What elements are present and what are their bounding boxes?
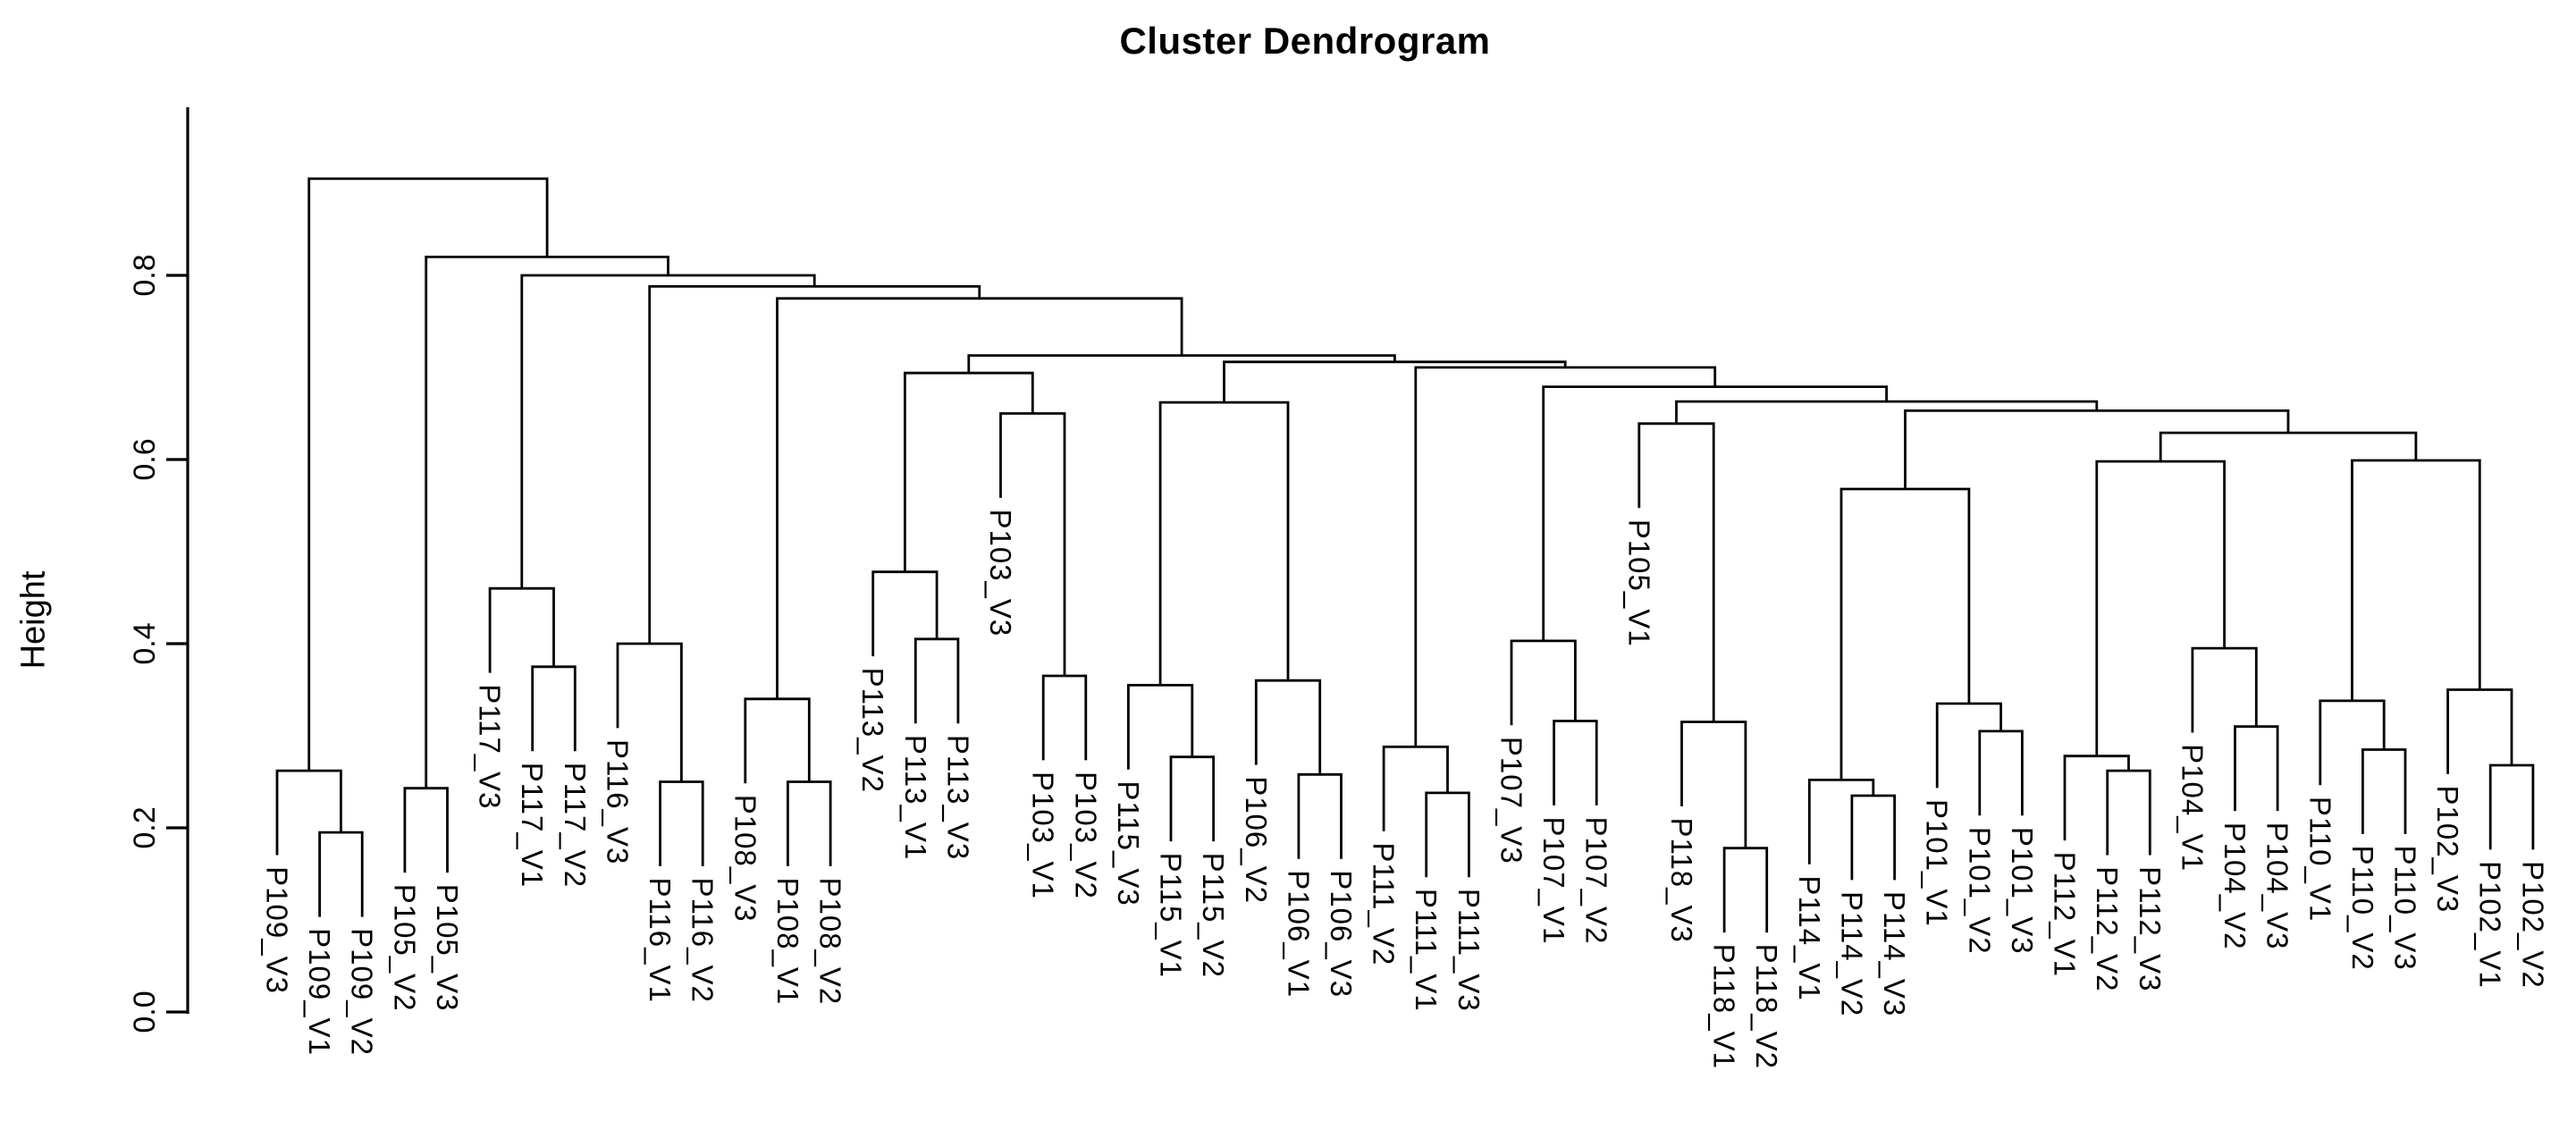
leaf-label: P106_V1: [1282, 870, 1315, 998]
leaf-label: P102_V1: [2474, 861, 2507, 989]
leaf-label: P105_V2: [388, 884, 421, 1012]
y-tick-label: 0.6: [128, 438, 162, 480]
leaf-label: P113_V3: [941, 735, 974, 860]
leaf-label: P118_V2: [1750, 944, 1783, 1069]
y-tick-label: 0.0: [128, 991, 162, 1033]
leaf-label: P111_V2: [1368, 842, 1401, 966]
leaf-label: P118_V3: [1665, 818, 1698, 943]
leaf-label: P117_V2: [559, 763, 592, 888]
leaf-label: P106_V3: [1325, 870, 1358, 998]
leaf-label: P116_V1: [644, 878, 677, 1003]
leaf-label: P114_V2: [1835, 891, 1868, 1016]
leaf-label: P115_V3: [1112, 780, 1145, 906]
y-axis: 0.0 0.2 0.4 0.6 0.8: [128, 107, 189, 1033]
leaf-label: P105_V1: [1622, 519, 1655, 647]
leaf-labels: P109_V3 P109_V1 P109_V2 P105_V2 P105_V3 P117_…: [261, 510, 2550, 1070]
leaf-label: P117_V1: [516, 763, 549, 888]
leaf-label: P112_V2: [2091, 866, 2124, 991]
leaf-label: P110_V1: [2303, 797, 2336, 922]
leaf-label: P105_V3: [431, 884, 464, 1012]
leaf-label: P103_V1: [1027, 772, 1060, 899]
leaf-label: P113_V2: [856, 668, 889, 793]
leaf-label: P118_V1: [1708, 944, 1741, 1069]
leaf-label: P113_V1: [899, 735, 932, 860]
y-tick-label: 0.2: [128, 806, 162, 848]
leaf-label: P102_V3: [2431, 786, 2464, 914]
leaf-label: P101_V3: [2006, 827, 2039, 955]
leaf-label: P101_V1: [1921, 799, 1954, 927]
leaf-label: P107_V2: [1580, 817, 1613, 945]
leaf-label: P111_V3: [1452, 889, 1486, 1012]
leaf-label: P110_V3: [2389, 845, 2422, 970]
leaf-label: P107_V1: [1537, 817, 1570, 945]
leaf-label: P101_V2: [1963, 827, 1996, 955]
leaf-label: P114_V1: [1793, 875, 1826, 1000]
leaf-label: P103_V2: [1069, 772, 1102, 899]
leaf-label: P103_V3: [984, 510, 1017, 637]
y-tick-label: 0.4: [128, 622, 162, 664]
leaf-label: P102_V2: [2516, 861, 2549, 989]
leaf-label: P107_V3: [1494, 737, 1528, 864]
y-tick-label: 0.8: [128, 254, 162, 296]
leaf-label: P104_V2: [2218, 822, 2252, 950]
leaf-label: P108_V2: [814, 878, 847, 1006]
leaf-label: P117_V3: [474, 684, 507, 809]
leaf-label: P108_V3: [728, 795, 762, 923]
leaf-label: P110_V2: [2346, 845, 2379, 970]
chart-title: Cluster Dendrogram: [1119, 20, 1491, 62]
leaf-label: P116_V2: [686, 878, 720, 1003]
leaf-label: P108_V1: [771, 878, 804, 1006]
leaf-label: P112_V1: [2049, 852, 2082, 977]
leaf-label: P109_V1: [303, 928, 336, 1056]
leaf-label: P109_V2: [346, 928, 379, 1056]
leaf-label: P115_V1: [1155, 853, 1188, 978]
leaf-label: P116_V3: [601, 739, 634, 864]
dendrogram-lines: [275, 177, 2535, 933]
leaf-label: P111_V1: [1410, 889, 1443, 1012]
leaf-label: P112_V3: [2134, 866, 2167, 991]
leaf-label: P114_V3: [1878, 891, 1911, 1016]
leaf-label: P109_V3: [261, 866, 294, 994]
leaf-label: P104_V1: [2176, 744, 2209, 872]
leaf-label: P106_V2: [1240, 776, 1273, 904]
leaf-label: P115_V2: [1197, 853, 1230, 978]
leaf-label: P104_V3: [2261, 822, 2294, 950]
